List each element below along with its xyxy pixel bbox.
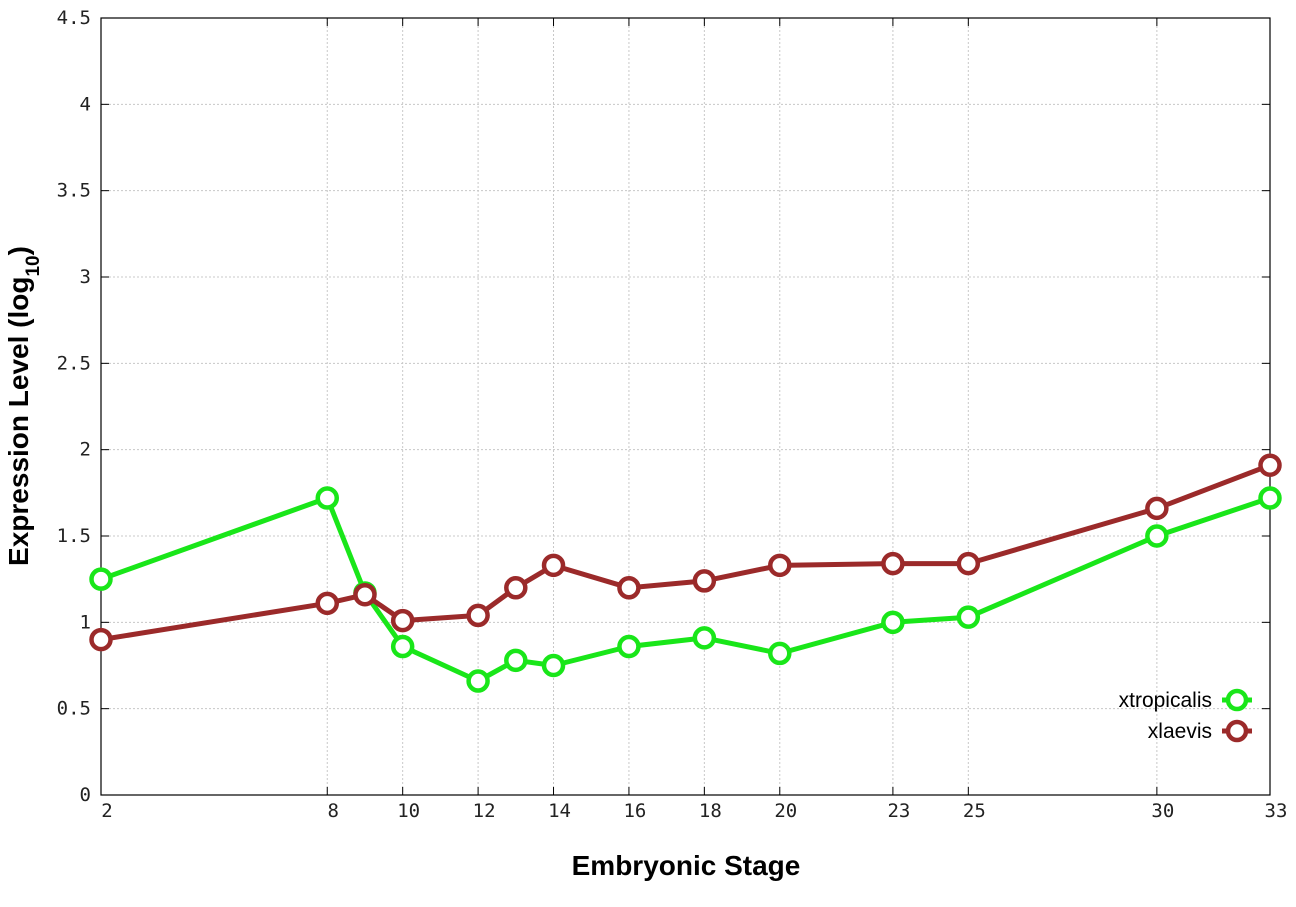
grid bbox=[101, 18, 1270, 795]
y-tick-label: 1.5 bbox=[57, 525, 91, 547]
series-xlaevis bbox=[89, 453, 1282, 652]
legend: xtropicalis xlaevis bbox=[1119, 688, 1252, 743]
y-tick-label: 4 bbox=[80, 93, 91, 115]
data-point-xlaevis bbox=[353, 582, 377, 607]
data-point-xtropicalis bbox=[617, 634, 641, 659]
data-point-xlaevis bbox=[466, 603, 490, 628]
y-axis-title: Expression Level (log10) bbox=[3, 246, 44, 566]
x-tick-label: 25 bbox=[963, 800, 986, 822]
data-point-xlaevis bbox=[541, 553, 566, 578]
data-point-xtropicalis bbox=[89, 567, 113, 591]
axis-ticks: 0 0.5 1 1.5 2 2.5 3 3.5 4 4.5 2 8 10 12 14 16 18 20 23 25 30… bbox=[57, 7, 1288, 822]
y-axis-title-main: Expression Level (log bbox=[3, 277, 34, 566]
data-point-xtropicalis bbox=[956, 605, 981, 629]
series-layer bbox=[89, 453, 1282, 693]
plot-frame bbox=[100, 17, 1271, 796]
x-tick-label: 16 bbox=[623, 800, 646, 822]
x-tick-label: 23 bbox=[887, 800, 910, 822]
series-xtropicalis bbox=[89, 486, 1282, 693]
y-tick-label: 2.5 bbox=[57, 352, 91, 374]
y-tick-label: 4.5 bbox=[57, 7, 91, 29]
x-tick-label: 20 bbox=[774, 800, 797, 822]
legend-label-xtropicalis: xtropicalis bbox=[1119, 689, 1212, 712]
x-tick-label: 8 bbox=[328, 800, 339, 822]
legend-marker-xlaevis bbox=[1225, 719, 1249, 743]
x-tick-label: 18 bbox=[699, 800, 722, 822]
data-point-xlaevis bbox=[315, 591, 340, 616]
data-point-xtropicalis bbox=[466, 669, 490, 693]
data-point-xlaevis bbox=[881, 551, 905, 576]
y-tick-label: 3.5 bbox=[57, 180, 91, 202]
x-tick-label: 10 bbox=[397, 800, 420, 822]
data-point-xlaevis bbox=[390, 608, 415, 633]
x-tick-label: 14 bbox=[548, 800, 571, 822]
legend-marker-xtropicalis bbox=[1225, 688, 1249, 712]
data-point-xtropicalis bbox=[768, 641, 792, 666]
data-point-xtropicalis bbox=[881, 610, 905, 635]
data-point-xlaevis bbox=[504, 576, 528, 600]
y-axis-title-subscript: 10 bbox=[23, 255, 44, 276]
data-point-xtropicalis bbox=[1258, 486, 1282, 510]
data-point-xtropicalis bbox=[541, 653, 566, 678]
y-axis-title-close: ) bbox=[3, 246, 34, 255]
data-point-xlaevis bbox=[692, 569, 717, 593]
x-tick-label: 33 bbox=[1265, 800, 1288, 822]
data-point-xlaevis bbox=[956, 551, 981, 576]
data-point-xtropicalis bbox=[390, 634, 415, 659]
y-tick-label: 0.5 bbox=[57, 698, 91, 720]
y-tick-label: 0 bbox=[80, 784, 91, 806]
data-point-xtropicalis bbox=[1145, 524, 1169, 548]
y-tick-label: 3 bbox=[80, 266, 91, 288]
x-tick-label: 2 bbox=[101, 800, 112, 822]
data-point-xtropicalis bbox=[315, 486, 340, 510]
legend-label-xlaevis: xlaevis bbox=[1148, 720, 1212, 743]
x-tick-label: 30 bbox=[1151, 800, 1174, 822]
y-tick-label: 1 bbox=[80, 611, 91, 633]
y-tick-label: 2 bbox=[80, 439, 91, 461]
x-axis-title: Embryonic Stage bbox=[572, 850, 801, 881]
data-point-xlaevis bbox=[617, 576, 641, 600]
x-tick-label: 12 bbox=[473, 800, 496, 822]
series-line-xlaevis bbox=[100, 462, 1271, 643]
data-point-xlaevis bbox=[768, 553, 792, 578]
data-point-xlaevis bbox=[1258, 453, 1282, 477]
data-point-xlaevis bbox=[89, 627, 113, 652]
data-point-xtropicalis bbox=[692, 626, 717, 650]
data-point-xlaevis bbox=[1145, 496, 1169, 521]
data-point-xtropicalis bbox=[504, 648, 528, 673]
